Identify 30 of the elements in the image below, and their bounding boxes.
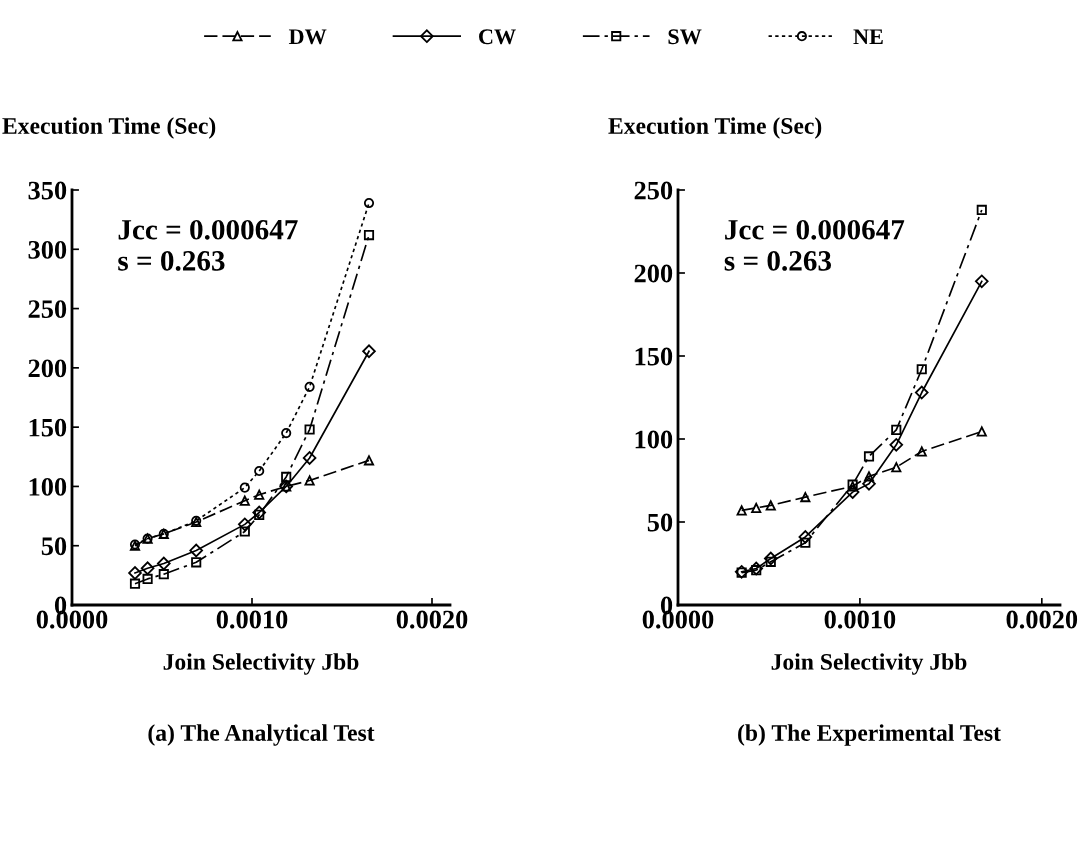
y-tick-label: 200 (28, 359, 67, 378)
x-axis-title: Join Selectivity Jbb (163, 653, 359, 675)
annotation: s = 0.263 (118, 251, 225, 271)
y-axis-title: Execution Time (Sec) (608, 117, 822, 139)
y-tick-label: 150 (635, 347, 673, 366)
annotation: Jcc = 0.000647 (725, 219, 905, 240)
legend-label: SW (668, 29, 702, 45)
y-tick-label: 100 (635, 430, 673, 449)
x-axis-title: Join Selectivity Jbb (771, 653, 967, 675)
x-tick-label: 0.0010 (216, 610, 288, 629)
y-axis-title: Execution Time (Sec) (2, 117, 216, 139)
y-tick-label: 100 (29, 478, 67, 496)
y-tick-label: 250 (28, 300, 67, 318)
y-tick-label: 50 (41, 537, 67, 556)
y-tick-label: 350 (28, 181, 67, 200)
y-tick-label: 150 (29, 418, 67, 437)
legend-label: CW (479, 29, 516, 45)
x-tick-label: 0.0010 (824, 610, 896, 629)
annotation: s = 0.263 (724, 251, 832, 271)
x-tick-label: 0.0020 (1006, 610, 1078, 629)
legend-label: NE (853, 29, 883, 44)
y-tick-label: 200 (634, 264, 673, 283)
legend-label: DW (288, 29, 327, 45)
text: (a) The Analytical Test (148, 724, 375, 746)
x-tick-label: 0.0020 (396, 610, 468, 629)
annotation: Jcc = 0.000647 (118, 219, 298, 240)
y-tick-label: 50 (647, 513, 673, 532)
y-tick-label: 250 (634, 181, 673, 200)
y-tick-label: 300 (28, 240, 67, 259)
text: (b) The Experimental Test (738, 724, 1001, 746)
